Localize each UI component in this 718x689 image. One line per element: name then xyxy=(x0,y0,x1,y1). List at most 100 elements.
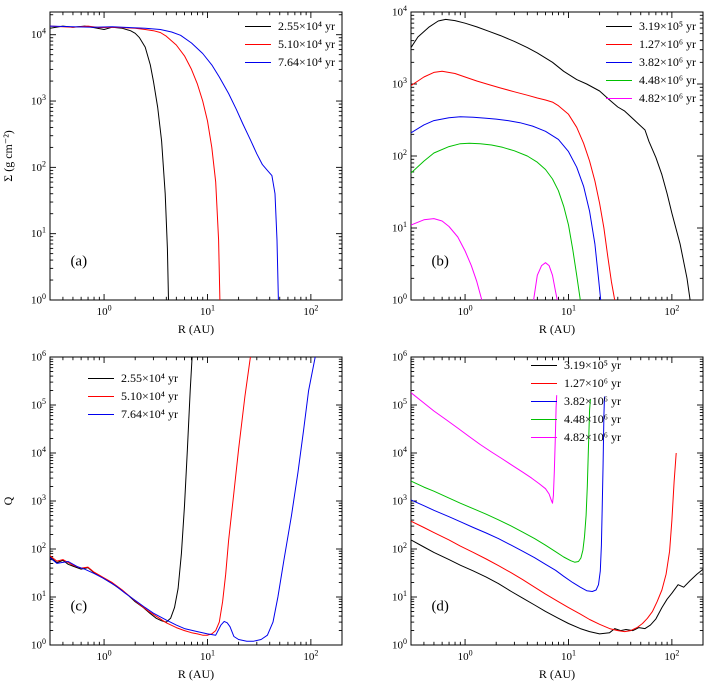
panel-b: 100 101 102 100 101 102 103 104 R (AU) (b) 3.19×1… xyxy=(361,2,716,342)
tick-label: 102 xyxy=(664,649,679,664)
tick-label: 102 xyxy=(392,541,407,556)
series-line xyxy=(50,357,251,636)
panel-a: 100 101 102 100 101 102 103 104 R (AU) Σ (g cm⁻²)… xyxy=(0,2,355,342)
tick-label: 101 xyxy=(200,304,215,319)
tick-label: 103 xyxy=(392,493,407,508)
tick-label: 100 xyxy=(458,649,473,664)
tick-label: 105 xyxy=(392,397,407,412)
legend-line-sample xyxy=(531,418,557,420)
series-line xyxy=(411,452,677,633)
series-line xyxy=(50,357,316,642)
tick-label: 100 xyxy=(31,292,46,307)
tick-label: 102 xyxy=(664,304,679,319)
chart-canvas-d: 100 101 102 100 101 102 103 104 105 106 R (AU) (d) xyxy=(392,349,704,681)
legend-entry: 4.48×10⁶ yr xyxy=(606,73,696,87)
tick-label: 100 xyxy=(392,637,407,652)
tick-label: 102 xyxy=(303,649,318,664)
tick-label: 101 xyxy=(561,304,576,319)
legend-entry: 3.19×10⁵ yr xyxy=(531,358,621,372)
tick-label: 100 xyxy=(392,292,407,307)
legend-line-sample xyxy=(245,43,272,45)
panel-letter: (a) xyxy=(70,253,87,269)
legend-label: 3.82×10⁶ yr xyxy=(639,55,696,69)
legend-label: 3.19×10⁵ yr xyxy=(564,358,621,372)
legend-label: 2.55×10⁴ yr xyxy=(278,19,335,33)
legend-entry: 5.10×10⁴ yr xyxy=(88,389,178,403)
legend-line-sample xyxy=(606,43,633,45)
legend-entry: 4.82×10⁶ yr xyxy=(606,91,696,105)
tick-label: 105 xyxy=(31,397,46,412)
legend-entry: 3.82×10⁶ yr xyxy=(606,55,696,69)
tick-label: 101 xyxy=(392,589,407,604)
tick-label: 101 xyxy=(200,649,215,664)
legend-line-sample xyxy=(606,79,633,81)
legend-label: 4.48×10⁶ yr xyxy=(639,73,696,87)
legend-line-sample xyxy=(606,97,633,99)
legend-entry: 7.64×10⁴ yr xyxy=(245,55,335,69)
tick-label: 101 xyxy=(31,226,46,241)
tick-label: 104 xyxy=(31,445,46,460)
tick-label: 102 xyxy=(303,304,318,319)
panel-letter: (d) xyxy=(431,598,449,614)
legend-label: 3.19×10⁵ yr xyxy=(639,19,696,33)
chart-canvas-b: 100 101 102 100 101 102 103 104 R (AU) (b) xyxy=(392,4,704,336)
legend-label: 2.55×10⁴ yr xyxy=(121,371,178,385)
legend-label: 4.48×10⁶ yr xyxy=(564,412,621,426)
legend-line-sample xyxy=(606,25,633,27)
y-axis-label: Q xyxy=(1,496,15,505)
legend-entry: 1.27×10⁶ yr xyxy=(606,37,696,51)
tick-label: 101 xyxy=(561,649,576,664)
legend-c: 2.55×10⁴ yr 5.10×10⁴ yr 7.64×10⁴ yr xyxy=(88,371,178,421)
plot-frame xyxy=(410,356,704,646)
panel-letter: (c) xyxy=(70,598,87,614)
tick-label: 100 xyxy=(31,637,46,652)
legend-label: 4.82×10⁶ yr xyxy=(564,430,621,444)
legend-line-sample xyxy=(245,61,272,63)
legend-label: 4.82×10⁶ yr xyxy=(639,91,696,105)
legend-label: 5.10×10⁴ yr xyxy=(121,389,178,403)
tick-label: 103 xyxy=(31,493,46,508)
legend-line-sample xyxy=(531,364,557,366)
series-line xyxy=(411,142,581,300)
series-line xyxy=(50,25,279,300)
legend-entry: 7.64×10⁴ yr xyxy=(88,407,178,421)
legend-label: 7.64×10⁴ yr xyxy=(121,407,178,421)
tick-label: 100 xyxy=(97,649,112,664)
tick-label: 103 xyxy=(392,76,407,91)
legend-entry: 1.27×10⁶ yr xyxy=(531,376,621,390)
x-axis-label: R (AU) xyxy=(539,322,575,336)
series-line xyxy=(411,539,703,635)
series-line xyxy=(411,18,691,300)
tick-label: 106 xyxy=(392,349,407,364)
legend-line-sample xyxy=(531,382,557,384)
tick-label: 100 xyxy=(97,304,112,319)
x-axis-label: R (AU) xyxy=(178,667,214,681)
legend-line-sample xyxy=(606,61,633,63)
tick-label: 104 xyxy=(392,445,407,460)
tick-label: 103 xyxy=(31,93,46,108)
axis-ticks xyxy=(49,356,343,646)
series-line xyxy=(50,25,169,300)
legend-line-sample xyxy=(88,395,114,397)
legend-line-sample xyxy=(88,413,114,415)
x-axis-label: R (AU) xyxy=(539,667,575,681)
axis-ticks xyxy=(49,12,343,301)
legend-line-sample xyxy=(245,25,272,27)
legend-entry: 3.82×10⁶ yr xyxy=(531,394,621,408)
legend-entry: 3.19×10⁵ yr xyxy=(606,19,696,33)
legend-line-sample xyxy=(531,400,557,402)
legend-label: 1.27×10⁶ yr xyxy=(564,376,621,390)
panel-c: 100 101 102 100 101 102 103 104 105 106 R (AU) Q (c)… xyxy=(0,347,355,687)
plot-frame xyxy=(49,11,343,301)
series-line xyxy=(411,218,558,300)
legend-label: 1.27×10⁶ yr xyxy=(639,37,696,51)
tick-label: 104 xyxy=(31,27,46,42)
legend-entry: 5.10×10⁴ yr xyxy=(245,37,335,51)
legend-a: 2.55×10⁴ yr 5.10×10⁴ yr 7.64×10⁴ yr xyxy=(245,19,335,69)
y-axis-label: Σ (g cm⁻²) xyxy=(1,130,15,182)
legend-line-sample xyxy=(531,436,557,438)
legend-label: 3.82×10⁶ yr xyxy=(564,394,621,408)
series-line xyxy=(411,116,602,300)
legend-entry: 2.55×10⁴ yr xyxy=(245,19,335,33)
x-axis-label: R (AU) xyxy=(178,322,214,336)
